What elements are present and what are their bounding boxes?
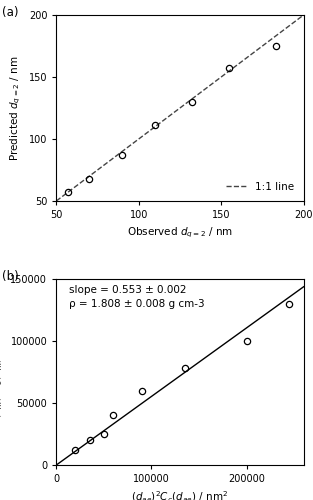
Y-axis label: $(d_m)^2C_c(d_m)$ / nm$^2$: $(d_m)^2C_c(d_m)$ / nm$^2$ bbox=[0, 326, 5, 418]
Text: (a): (a) bbox=[2, 6, 18, 18]
Text: (b): (b) bbox=[2, 270, 19, 283]
X-axis label: Observed $d_{q=2}$ / nm: Observed $d_{q=2}$ / nm bbox=[127, 226, 233, 240]
Y-axis label: Predicted $d_{q=2}$ / nm: Predicted $d_{q=2}$ / nm bbox=[9, 56, 23, 160]
X-axis label: $(d_{ae})^2C_c(d_{ae})$ / nm$^2$: $(d_{ae})^2C_c(d_{ae})$ / nm$^2$ bbox=[131, 490, 228, 500]
Legend: 1:1 line: 1:1 line bbox=[222, 178, 298, 196]
Text: slope = 0.553 ± 0.002
ρ = 1.808 ± 0.008 g cm-3: slope = 0.553 ± 0.002 ρ = 1.808 ± 0.008 … bbox=[69, 284, 204, 310]
